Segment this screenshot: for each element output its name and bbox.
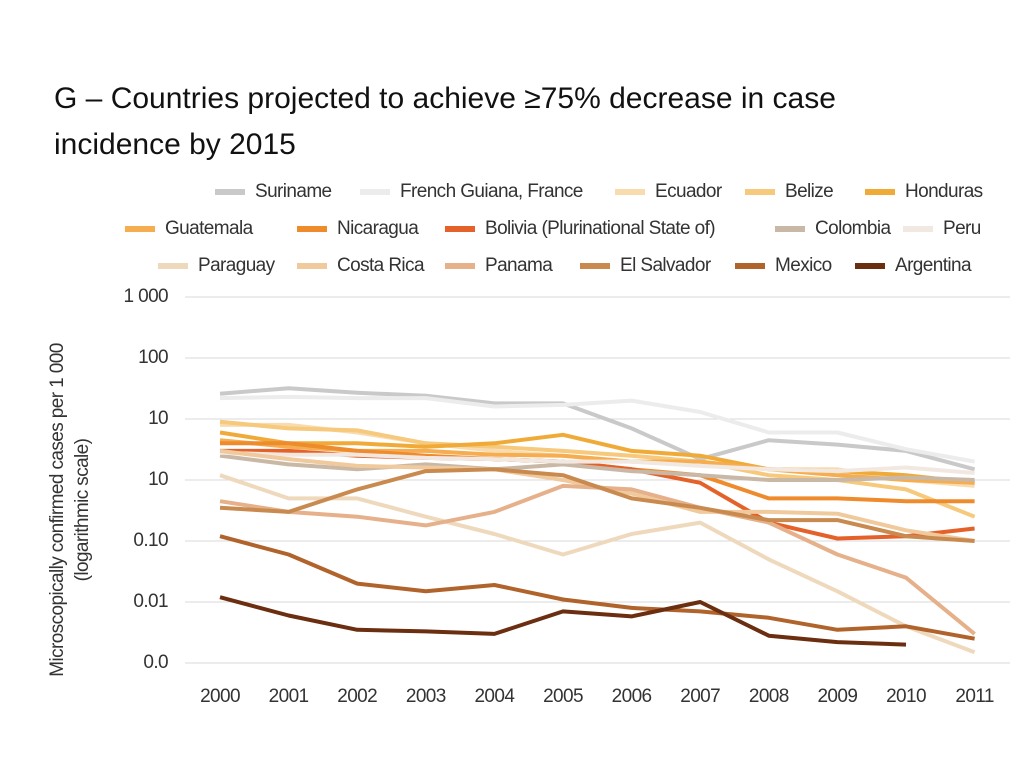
x-tick-label: 2011: [955, 686, 993, 707]
legend-label: Bolivia (Plurinational State of): [485, 218, 715, 239]
y-tick-label: 0.0: [143, 652, 168, 673]
series-line: [219, 534, 975, 641]
x-tick-label: 2004: [474, 686, 515, 707]
legend-label: Suriname: [255, 181, 332, 202]
y-tick-label: 10: [148, 408, 168, 429]
legend-label: Paraguay: [198, 255, 276, 276]
legend-label: Honduras: [905, 181, 983, 202]
x-tick-label: 2010: [886, 686, 926, 707]
y-tick-label: 10: [148, 469, 168, 490]
series-line: [219, 473, 976, 655]
y-axis-label: (logarithmic scale): [72, 438, 93, 581]
series-line: [219, 483, 976, 636]
legend-label: El Salvador: [620, 255, 712, 276]
legend-label: Argentina: [895, 255, 972, 276]
legend-label: Guatemala: [165, 218, 254, 239]
legend-label: Nicaragua: [337, 218, 419, 239]
x-tick-label: 2000: [200, 686, 240, 707]
y-tick-label: 0.10: [133, 530, 168, 551]
x-tick-label: 2008: [749, 686, 789, 707]
legend-label: Costa Rica: [337, 255, 425, 276]
y-axis-label: Microscopically confirmed cases per 1 00…: [47, 343, 68, 676]
legend-label: Mexico: [775, 255, 832, 276]
x-tick-label: 2009: [817, 686, 857, 707]
series-line: [219, 394, 975, 464]
legend-label: Panama: [485, 255, 553, 276]
x-tick-label: 2006: [612, 686, 652, 707]
y-tick-label: 1 000: [123, 286, 168, 307]
legend-label: Ecuador: [655, 181, 723, 202]
x-tick-label: 2002: [337, 686, 377, 707]
series-line: [219, 386, 976, 472]
series-line: [219, 467, 975, 543]
chart-title: G – Countries projected to achieve ≥75% …: [54, 82, 836, 161]
series-line: [219, 450, 975, 475]
legend-label: Colombia: [815, 218, 891, 239]
x-tick-label: 2003: [406, 686, 446, 707]
x-tick-label: 2005: [543, 686, 583, 707]
legend-label: Peru: [943, 218, 981, 239]
y-tick-label: 100: [138, 347, 168, 368]
y-tick-label: 0.01: [133, 591, 168, 612]
legend-label: French Guiana, France: [400, 181, 583, 202]
legend-label: Belize: [785, 181, 833, 202]
x-tick-label: 2007: [680, 686, 720, 707]
series-line: [219, 453, 975, 482]
x-tick-label: 2001: [269, 686, 309, 707]
series-line: [219, 595, 907, 647]
